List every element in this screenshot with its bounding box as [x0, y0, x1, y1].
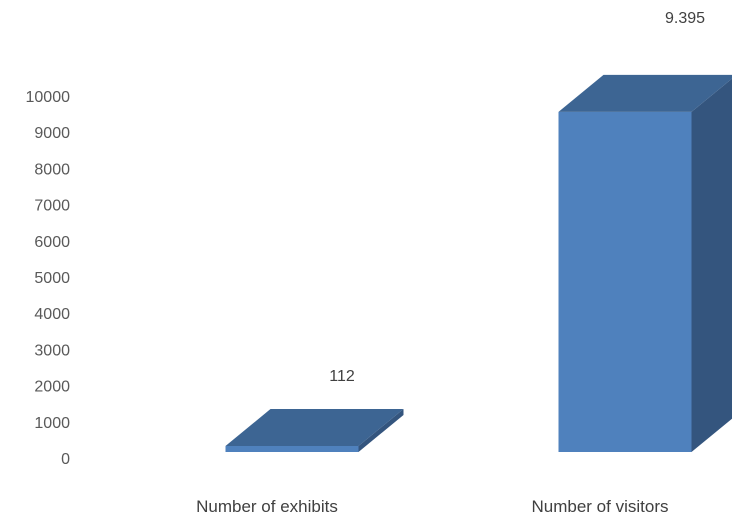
- y-tick-label: 5000: [34, 270, 70, 287]
- x-category-label: Number of visitors: [532, 497, 669, 516]
- bars-group: [225, 74, 732, 452]
- y-tick-label: 8000: [34, 161, 70, 178]
- y-tick-label: 3000: [34, 342, 70, 359]
- bar-side: [691, 78, 732, 452]
- bar-top: [225, 409, 404, 446]
- y-axis: 0 1000 2000 3000 4000 5000 6000 7000 8000 9000 100…: [26, 89, 71, 468]
- data-label: 112: [329, 368, 355, 385]
- bar-front: [558, 111, 692, 452]
- y-tick-label: 2000: [34, 379, 70, 396]
- data-labels-group: 112 9.395: [329, 10, 705, 385]
- y-tick-label: 10000: [26, 89, 71, 106]
- x-axis: Number of exhibits Number of visitors: [196, 497, 668, 516]
- y-tick-label: 4000: [34, 306, 70, 323]
- y-tick-label: 0: [61, 451, 70, 468]
- x-category-label: Number of exhibits: [196, 497, 338, 516]
- y-tick-label: 1000: [34, 415, 70, 432]
- y-tick-label: 6000: [34, 234, 70, 251]
- y-tick-label: 9000: [34, 125, 70, 142]
- bar-top: [558, 74, 732, 112]
- bar-front: [225, 446, 359, 452]
- data-label: 9.395: [665, 10, 705, 27]
- y-tick-label: 7000: [34, 198, 70, 215]
- bar-side: [358, 409, 404, 452]
